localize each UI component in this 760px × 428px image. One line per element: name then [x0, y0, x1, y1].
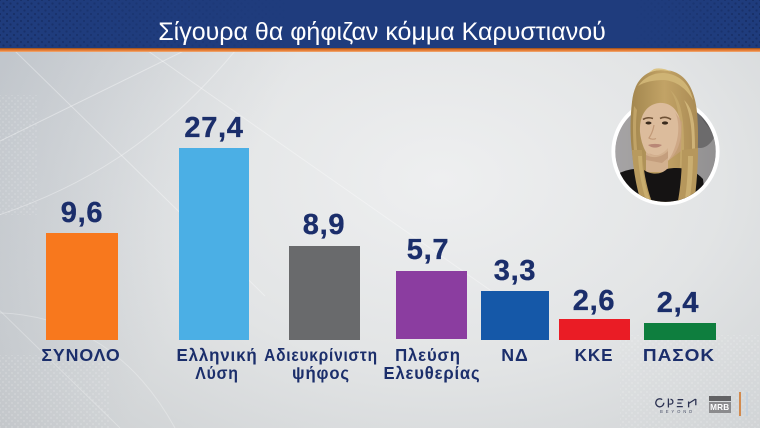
svg-text:BEYOND: BEYOND: [660, 409, 695, 414]
